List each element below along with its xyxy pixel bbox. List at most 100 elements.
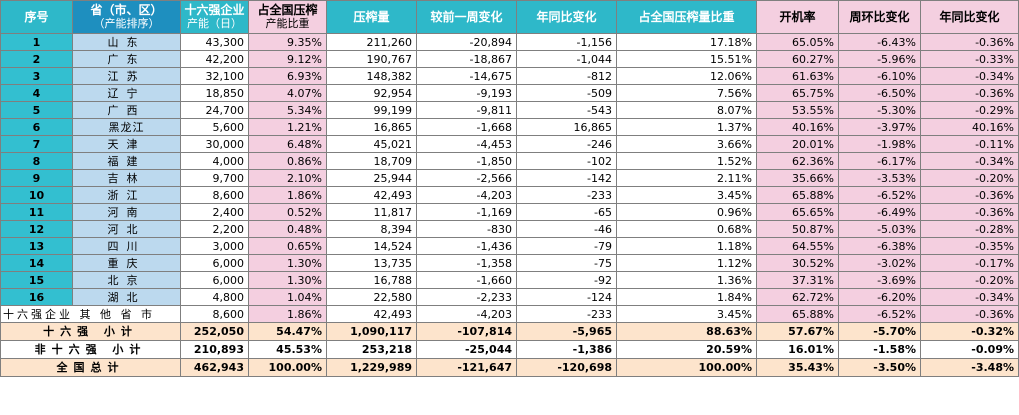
header-label: 年同比变化 [536, 10, 597, 24]
capacity-share-cell: 1.30% [248, 254, 327, 272]
capacity-cell: 252,050 [180, 322, 249, 341]
capacity-cell: 9,700 [180, 169, 249, 187]
header-label: 压榨量 [353, 10, 390, 24]
week-change-cell: -2,233 [416, 288, 517, 306]
row-index: 6 [0, 118, 73, 136]
header-label: 开机率 [779, 10, 816, 24]
crush-share-cell: 1.36% [616, 271, 757, 289]
col-header-year-change: 年同比变化 [516, 0, 617, 34]
national-total-row: 全国总计 462,943 100.00% 1,229,989 -121,647 … [0, 358, 1019, 377]
capacity-share-cell: 0.48% [248, 220, 327, 238]
util-week-change-cell: -3.97% [838, 118, 921, 136]
util-week-change-cell: -5.30% [838, 101, 921, 119]
row-index: 7 [0, 135, 73, 153]
capacity-share-cell: 100.00% [248, 358, 327, 377]
utilization-cell: 64.55% [756, 237, 839, 255]
year-change-cell: -233 [516, 305, 617, 323]
week-change-cell: -9,193 [416, 84, 517, 102]
province-name: 河南 [72, 203, 181, 221]
crush-share-cell: 1.18% [616, 237, 757, 255]
crush-volume-cell: 190,767 [326, 50, 417, 68]
utilization-cell: 65.65% [756, 203, 839, 221]
crush-share-cell: 2.11% [616, 169, 757, 187]
capacity-share-cell: 5.34% [248, 101, 327, 119]
capacity-share-cell: 54.47% [248, 322, 327, 341]
capacity-cell: 3,000 [180, 237, 249, 255]
week-change-cell: -2,566 [416, 169, 517, 187]
crush-volume-cell: 11,817 [326, 203, 417, 221]
col-header-util-week-change: 周环比变化 [838, 0, 921, 34]
table-row: 7 天津 30,000 6.48% 45,021 -4,453 -246 3.6… [0, 135, 1019, 153]
crush-share-cell: 7.56% [616, 84, 757, 102]
week-change-cell: -20,894 [416, 33, 517, 51]
week-change-cell: -4,203 [416, 305, 517, 323]
year-change-cell: -233 [516, 186, 617, 204]
crush-share-cell: 3.45% [616, 186, 757, 204]
week-change-cell: -1,436 [416, 237, 517, 255]
row-index: 12 [0, 220, 73, 238]
crush-volume-cell: 25,944 [326, 169, 417, 187]
capacity-share-cell: 6.93% [248, 67, 327, 85]
week-change-cell: -1,660 [416, 271, 517, 289]
province-name: 广西 [72, 101, 181, 119]
crush-volume-cell: 1,090,117 [326, 322, 417, 341]
col-header-utilization: 开机率 [756, 0, 839, 34]
utilization-cell: 35.66% [756, 169, 839, 187]
crush-volume-cell: 148,382 [326, 67, 417, 85]
util-year-change-cell: -0.29% [920, 101, 1019, 119]
crush-share-cell: 3.66% [616, 135, 757, 153]
year-change-cell: -124 [516, 288, 617, 306]
col-header-capacity-share: 占全国压榨 产能比重 [248, 0, 327, 34]
capacity-cell: 210,893 [180, 340, 249, 359]
row-index: 9 [0, 169, 73, 187]
province-name: 四川 [72, 237, 181, 255]
year-change-cell: -1,156 [516, 33, 617, 51]
capacity-cell: 43,300 [180, 33, 249, 51]
row-index: 13 [0, 237, 73, 255]
capacity-share-cell: 1.86% [248, 305, 327, 323]
year-change-cell: -65 [516, 203, 617, 221]
table-row: 1 山东 43,300 9.35% 211,260 -20,894 -1,156… [0, 33, 1019, 51]
year-change-cell: -543 [516, 101, 617, 119]
capacity-cell: 30,000 [180, 135, 249, 153]
util-week-change-cell: -6.10% [838, 67, 921, 85]
utilization-cell: 65.88% [756, 305, 839, 323]
col-header-week-change: 较前一周变化 [416, 0, 517, 34]
header-label: 十六强企业 [184, 3, 245, 17]
util-year-change-cell: -0.34% [920, 67, 1019, 85]
capacity-share-cell: 1.86% [248, 186, 327, 204]
crush-share-cell: 0.68% [616, 220, 757, 238]
crush-volume-cell: 22,580 [326, 288, 417, 306]
year-change-cell: 16,865 [516, 118, 617, 136]
capacity-share-cell: 2.10% [248, 169, 327, 187]
util-year-change-cell: -0.35% [920, 237, 1019, 255]
table-row: 2 广东 42,200 9.12% 190,767 -18,867 -1,044… [0, 50, 1019, 68]
year-change-cell: -79 [516, 237, 617, 255]
util-year-change-cell: -0.34% [920, 152, 1019, 170]
crush-volume-cell: 8,394 [326, 220, 417, 238]
util-week-change-cell: -3.02% [838, 254, 921, 272]
week-change-cell: -18,867 [416, 50, 517, 68]
row-index: 16 [0, 288, 73, 306]
year-change-cell: -142 [516, 169, 617, 187]
crush-share-cell: 100.00% [616, 358, 757, 377]
year-change-cell: -46 [516, 220, 617, 238]
crush-volume-cell: 1,229,989 [326, 358, 417, 377]
week-change-cell: -14,675 [416, 67, 517, 85]
utilization-cell: 62.36% [756, 152, 839, 170]
utilization-cell: 40.16% [756, 118, 839, 136]
year-change-cell: -5,965 [516, 322, 617, 341]
year-change-cell: -246 [516, 135, 617, 153]
province-name: 辽宁 [72, 84, 181, 102]
row-index: 15 [0, 271, 73, 289]
util-week-change-cell: -6.52% [838, 305, 921, 323]
table-row: 14 重庆 6,000 1.30% 13,735 -1,358 -75 1.12… [0, 254, 1019, 272]
row-index: 8 [0, 152, 73, 170]
utilization-cell: 30.52% [756, 254, 839, 272]
utilization-cell: 65.75% [756, 84, 839, 102]
week-change-cell: -1,358 [416, 254, 517, 272]
table-row: 11 河南 2,400 0.52% 11,817 -1,169 -65 0.96… [0, 203, 1019, 221]
week-change-cell: -1,668 [416, 118, 517, 136]
capacity-share-cell: 0.86% [248, 152, 327, 170]
crush-share-cell: 12.06% [616, 67, 757, 85]
